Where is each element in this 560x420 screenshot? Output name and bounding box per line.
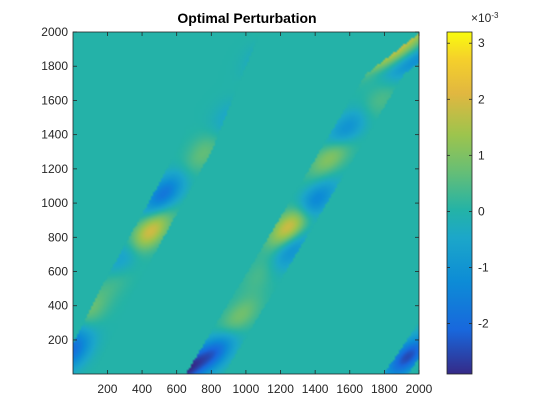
x-tick-label: 1800 [371,382,398,396]
colorbar-tick-label: 1 [478,148,485,162]
x-tick-label: 400 [132,382,152,396]
colorbar-tick-label: 2 [478,92,485,106]
x-axis: 200 400 600 800 1000 1200 1400 1600 1800 2000 [97,32,433,396]
x-tick-label: 800 [201,382,221,396]
x-tick-label: 200 [97,382,117,396]
y-tick-label: 2000 [41,25,68,39]
y-tick-label: 600 [48,265,68,279]
colorbar-tick-label: -1 [478,260,489,274]
colorbar-multiplier: ×10-3 [471,11,499,25]
chart-title: Optimal Perturbation [177,10,316,26]
colorbar: -2 -1 0 1 2 3 ×10-3 [446,11,499,375]
colorbar-tick-label: -2 [478,317,489,331]
x-tick-label: 1200 [267,382,294,396]
plot-area [72,31,420,375]
y-axis: 200 400 600 800 1000 1200 1400 1600 1800 2000 [41,25,419,347]
y-tick-label: 1400 [41,128,68,142]
y-tick-label: 200 [48,333,68,347]
x-tick-label: 600 [167,382,187,396]
y-tick-label: 800 [48,230,68,244]
colorbar-ticks: -2 -1 0 1 2 3 [447,36,489,331]
y-tick-label: 400 [48,299,68,313]
x-tick-label: 1000 [233,382,260,396]
colorbar-tick-label: 3 [478,36,485,50]
y-tick-label: 1800 [41,59,68,73]
y-tick-label: 1000 [41,196,68,210]
colorbar-tick-label: 0 [478,204,485,218]
x-tick-label: 2000 [406,382,433,396]
colorbar-gradient [446,31,473,375]
x-tick-label: 1600 [336,382,363,396]
x-tick-label: 1400 [302,382,329,396]
y-tick-label: 1200 [41,162,68,176]
heatmap-image [73,32,419,374]
y-tick-label: 1600 [41,93,68,107]
